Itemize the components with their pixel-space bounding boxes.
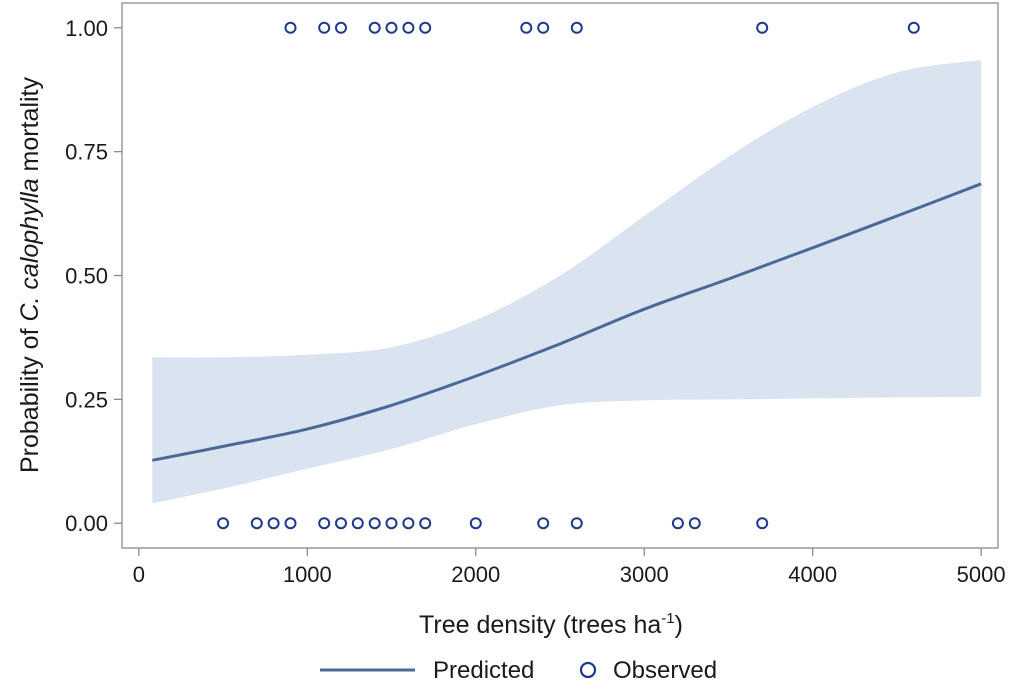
observed-point	[419, 21, 432, 34]
y-tick-label: 0.75	[65, 140, 108, 165]
observed-points-layer	[217, 21, 920, 530]
observed-point	[402, 517, 415, 530]
observed-point	[402, 21, 415, 34]
legend: Predicted Observed	[320, 657, 717, 683]
confidence-band-layer	[152, 60, 982, 504]
y-tick-label: 0.00	[65, 511, 108, 536]
x-tick-label: 2000	[451, 562, 500, 587]
observed-point	[368, 517, 381, 530]
x-tick-label: 4000	[788, 562, 837, 587]
observed-point	[907, 21, 920, 34]
legend-marker-swatch	[579, 661, 597, 679]
observed-point	[351, 517, 364, 530]
observed-point	[385, 21, 398, 34]
observed-point	[570, 21, 583, 34]
observed-point	[537, 517, 550, 530]
observed-point	[570, 517, 583, 530]
x-axis-title: Tree density (trees ha-1)	[419, 610, 683, 639]
observed-point	[671, 517, 684, 530]
observed-point	[756, 21, 769, 34]
y-axis-title: Probability of C. calophylla mortality	[16, 76, 44, 473]
observed-point	[520, 21, 533, 34]
legend-label-predicted: Predicted	[433, 657, 534, 683]
predicted-line	[152, 182, 982, 462]
observed-point	[335, 517, 347, 530]
observed-point	[385, 517, 398, 530]
observed-point	[419, 517, 432, 530]
y-tick-label: 0.50	[65, 264, 108, 289]
x-tick-label: 0	[133, 562, 145, 587]
y-tick-label: 1.00	[65, 16, 108, 41]
legend-label-observed: Observed	[613, 657, 717, 683]
observed-point	[284, 517, 297, 530]
x-tick-label: 3000	[620, 562, 669, 587]
x-tick-label: 1000	[283, 562, 332, 587]
confidence-band	[152, 60, 982, 504]
observed-point	[318, 517, 331, 530]
observed-point	[250, 517, 263, 530]
y-tick-label: 0.25	[65, 387, 108, 412]
observed-point	[318, 21, 331, 34]
observed-point	[217, 517, 230, 530]
observed-point	[368, 21, 381, 34]
observed-point	[335, 21, 347, 34]
observed-point	[756, 517, 769, 530]
observed-point	[284, 21, 297, 34]
axis-layer: 0 1000 2000 3000 4000 5000 0.00 0.25 0.50 0.75 1.0…	[65, 16, 1005, 587]
observed-point	[537, 21, 550, 34]
observed-point	[267, 517, 280, 530]
observed-point	[688, 517, 701, 530]
observed-point	[469, 517, 482, 530]
predicted-line-layer	[152, 182, 982, 462]
x-tick-label: 5000	[957, 562, 1006, 587]
